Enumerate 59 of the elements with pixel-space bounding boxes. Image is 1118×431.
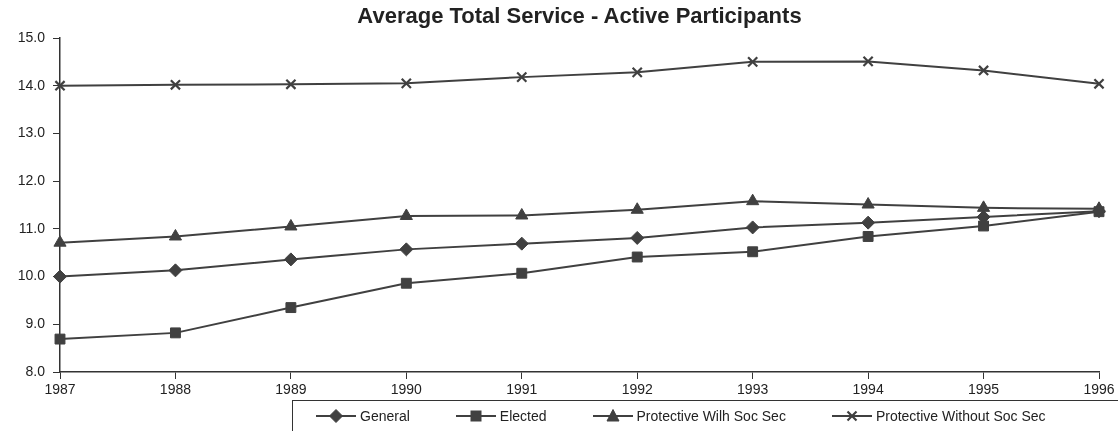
point xyxy=(516,71,528,83)
chart-title: Average Total Service - Active Participants xyxy=(356,3,803,29)
y-tick-label: 12.0 xyxy=(17,172,46,188)
x-tick-label: 1992 xyxy=(621,381,653,398)
point xyxy=(514,236,529,251)
point xyxy=(1093,78,1105,90)
point xyxy=(745,220,760,235)
point xyxy=(399,208,413,220)
point xyxy=(168,263,183,278)
y-tick-label: 10.0 xyxy=(17,267,46,284)
point xyxy=(285,78,297,90)
point xyxy=(977,64,990,77)
legend-label: Elected xyxy=(499,408,547,424)
point xyxy=(747,246,759,258)
point xyxy=(53,235,67,247)
legend-label: General xyxy=(360,408,410,424)
point xyxy=(630,230,645,245)
y-tick-label: 13.0 xyxy=(17,124,46,141)
point xyxy=(400,77,413,90)
point xyxy=(54,80,66,92)
point xyxy=(861,197,875,209)
point xyxy=(746,56,759,68)
y-tick-label: 15.0 xyxy=(17,28,46,45)
point xyxy=(631,66,643,79)
point xyxy=(53,269,67,284)
y-tick-label: 11.0 xyxy=(18,219,46,236)
point xyxy=(516,267,528,279)
x-tick-label: 1988 xyxy=(159,381,192,398)
point xyxy=(976,200,991,212)
x-tick-label: 1995 xyxy=(967,381,1000,398)
point xyxy=(630,202,644,214)
x-tick-label: 1990 xyxy=(390,381,423,398)
point xyxy=(862,55,874,68)
x-tick-label: 1994 xyxy=(852,381,884,398)
x-tick-label: 1993 xyxy=(737,381,769,398)
legend-label: Protective Wilh Soc Sec xyxy=(636,408,786,424)
point xyxy=(170,327,181,339)
x-tick-label: 1987 xyxy=(44,381,76,398)
legend-label: Protective Without Soc Sec xyxy=(875,408,1046,424)
point xyxy=(631,251,643,263)
x-tick-label: 1989 xyxy=(275,381,307,398)
y-tick-label: 14.0 xyxy=(17,76,46,93)
point xyxy=(515,208,529,220)
point xyxy=(284,218,298,231)
point xyxy=(54,333,66,345)
point xyxy=(283,252,298,267)
point xyxy=(285,302,297,314)
point xyxy=(400,277,412,289)
x-tick-label: 1991 xyxy=(506,381,538,398)
point xyxy=(861,215,876,230)
point xyxy=(169,79,182,91)
x-tick-label: 1996 xyxy=(1083,381,1115,398)
point xyxy=(746,193,760,206)
y-tick-label: 8.0 xyxy=(25,362,46,379)
point xyxy=(399,242,414,257)
point xyxy=(168,228,183,241)
point xyxy=(978,220,990,232)
y-tick-label: 9.0 xyxy=(25,315,46,332)
point xyxy=(862,231,874,242)
